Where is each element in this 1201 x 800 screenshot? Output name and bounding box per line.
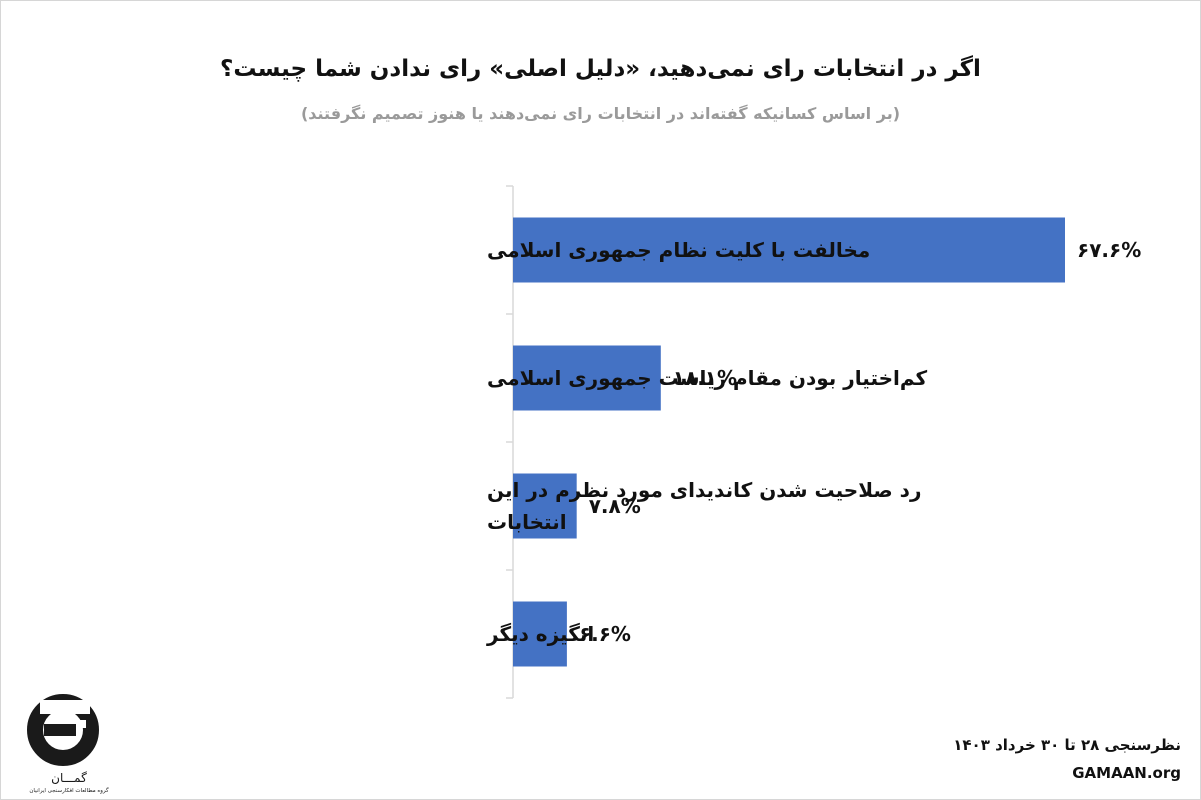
bar [513,345,661,411]
bar [513,217,1065,283]
gamaan-logo-mark [27,694,99,766]
category-label: کم‌اختیار بودن مقام ریاست جمهوری اسلامی [487,366,928,390]
chart-subtitle: (بر اساس کسانیکه گفته‌اند در انتخابات را… [300,104,901,123]
category-label: انتخابات [487,510,567,534]
poll-dates: نظرسنجی ۲۸ تا ۳۰ خرداد ۱۴۰۳ [953,736,1181,754]
logo-wordmark: گمـــان [51,771,87,785]
bar [513,473,577,539]
data-label: ۶۷.۶% [1077,238,1141,262]
chart-title: اگر در انتخابات رای نمی‌دهید، «دلیل اصلی… [220,56,981,82]
data-label: ۱۸.۱% [673,366,737,390]
category-label: مخالفت با کلیت نظام جمهوری اسلامی [487,238,870,262]
category-label: رد صلاحیت شدن کاندیدای مورد نظرم در این [487,478,921,502]
gamaan-logo: گمـــان گروه مطالعات افکارسنجی ایرانیان [27,694,109,794]
data-label: ۷.۸% [589,494,641,518]
bar [513,601,567,667]
logo-subtitle: گروه مطالعات افکارسنجی ایرانیان [29,787,109,794]
category-label: انگیزه دیگر [486,622,594,646]
footer: نظرسنجی ۲۸ تا ۳۰ خرداد ۱۴۰۳ GAMAAN.org [861,736,1181,782]
data-label: ۶.۶% [579,622,631,646]
website-link[interactable]: GAMAAN.org [1072,764,1181,782]
